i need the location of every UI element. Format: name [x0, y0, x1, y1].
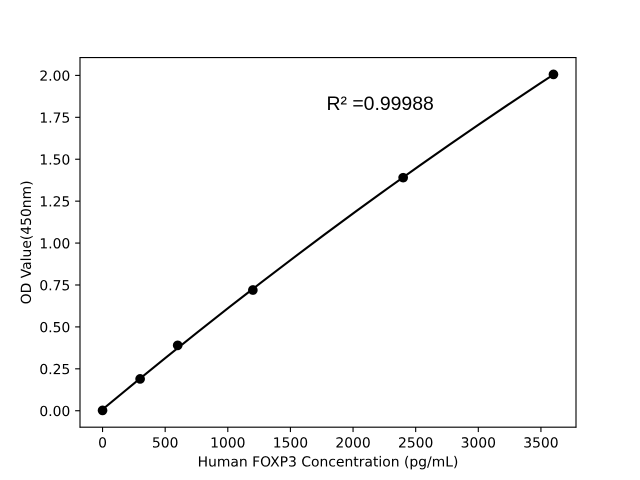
svg-text:R² =0.99988: R² =0.99988 — [327, 93, 434, 115]
